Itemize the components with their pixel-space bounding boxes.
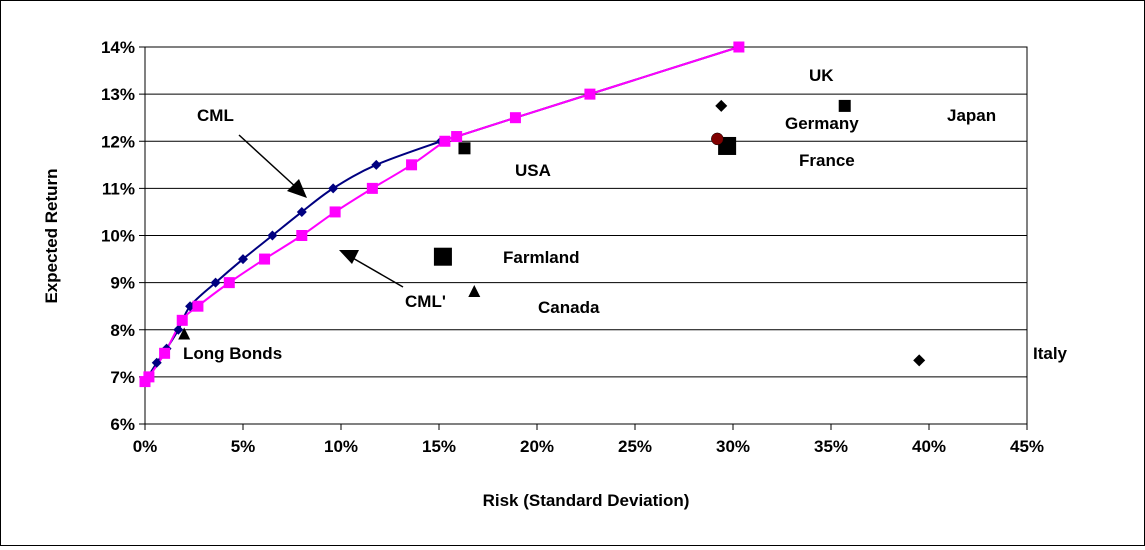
germany-marker <box>715 99 728 112</box>
x-tick-label: 10% <box>324 437 358 456</box>
cml-marker <box>238 254 248 265</box>
y-axis-title: Expected Return <box>42 168 61 303</box>
usa-label: USA <box>515 161 551 180</box>
x-axis-title: Risk (Standard Deviation) <box>483 491 690 510</box>
cml-marker <box>151 357 162 368</box>
cml-marker <box>371 159 382 170</box>
japan-marker <box>838 99 851 112</box>
cml-prime-arrowhead <box>339 250 359 264</box>
france-label: France <box>799 151 855 170</box>
cml-prime-annotation: CML' <box>405 292 446 311</box>
italy-label: Italy <box>1033 344 1068 363</box>
x-tick-label: 45% <box>1010 437 1044 456</box>
circle-marker <box>711 132 724 146</box>
farmland-label: Farmland <box>503 248 580 267</box>
cml-prime-marker <box>259 253 271 265</box>
long-bonds-label: Long Bonds <box>183 344 282 363</box>
cml-prime-marker <box>192 300 204 312</box>
cml-arrow <box>238 134 299 190</box>
cml-prime-marker <box>296 230 308 241</box>
cml-prime-marker <box>159 347 171 359</box>
uk-label: UK <box>809 66 834 85</box>
cml-prime-marker <box>451 131 463 143</box>
y-tick-label: 7% <box>110 368 135 387</box>
x-tick-label: 40% <box>912 437 946 456</box>
usa-marker <box>458 142 471 155</box>
cml-prime-arrow <box>350 256 404 288</box>
y-tick-label: 6% <box>110 415 135 434</box>
cml-marker <box>267 230 278 241</box>
y-tick-label: 10% <box>101 227 135 246</box>
cml-prime-marker <box>584 88 596 100</box>
y-tick-label: 12% <box>101 132 135 151</box>
long-bonds-marker <box>178 327 191 340</box>
cml-prime-marker <box>439 135 451 147</box>
farmland-marker <box>433 247 452 266</box>
cml-prime-marker <box>223 277 235 289</box>
y-tick-label: 11% <box>102 179 135 198</box>
cml-prime-marker <box>143 371 155 383</box>
cml-prime-marker <box>329 206 341 218</box>
x-tick-label: 15% <box>422 437 456 456</box>
italy-marker <box>913 354 926 367</box>
x-tick-label: 20% <box>520 437 554 456</box>
x-tick-label: 35% <box>814 437 848 456</box>
x-tick-label: 25% <box>618 437 652 456</box>
series-line-cml <box>144 46 740 383</box>
canada-marker <box>468 285 481 298</box>
cml-prime-marker <box>733 41 745 53</box>
canada-label: Canada <box>538 298 600 317</box>
japan-label: Japan <box>947 106 996 125</box>
series-line-cml-prime <box>144 46 740 383</box>
cml-annotation: CML <box>197 106 234 125</box>
y-tick-label: 8% <box>110 321 135 340</box>
y-tick-label: 14% <box>101 38 135 57</box>
germany-label: Germany <box>785 114 859 133</box>
x-tick-label: 30% <box>716 437 750 456</box>
cml-prime-marker <box>406 159 418 171</box>
cml-arrowhead <box>287 179 307 198</box>
cml-prime-marker <box>176 314 188 326</box>
cml-marker <box>328 183 339 194</box>
y-tick-label: 13% <box>101 85 135 104</box>
cml-marker <box>210 277 221 288</box>
cml-prime-marker <box>509 112 521 124</box>
cml-marker <box>296 206 307 217</box>
cml-marker <box>173 324 184 335</box>
cml-prime-marker <box>366 182 378 194</box>
x-tick-label: 0% <box>133 437 158 456</box>
x-tick-label: 5% <box>231 437 256 456</box>
y-tick-label: 9% <box>110 274 135 293</box>
